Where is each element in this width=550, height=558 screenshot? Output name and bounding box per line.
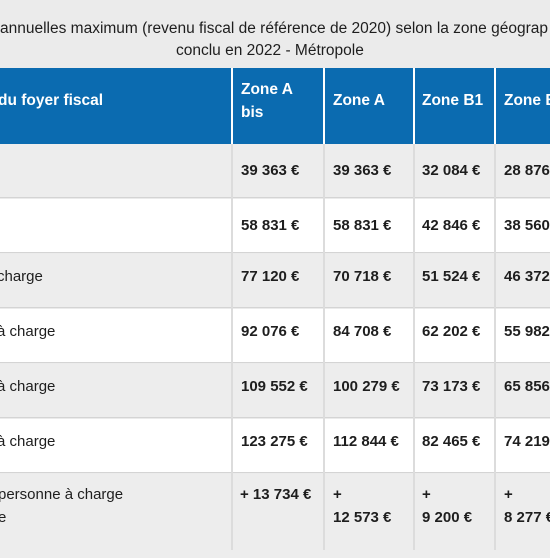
- table-row: 58 831 € 58 831 € 42 846 € 38 560: [0, 199, 550, 253]
- table-row: à charge 123 275 € 112 844 € 82 465 € 74…: [0, 419, 550, 473]
- table-header-row: du foyer fiscal Zone A bis Zone A Zone B…: [0, 68, 550, 144]
- cell-zone-a-bis: 77 120 €: [241, 268, 300, 285]
- cell-zone-a-bis: 39 363 €: [241, 162, 300, 179]
- cell-zone-b1: 73 173 €: [422, 378, 481, 395]
- table-row: charge 77 120 € 70 718 € 51 524 € 46 372: [0, 254, 550, 308]
- table-row: 39 363 € 39 363 € 32 084 € 28 876: [0, 144, 550, 198]
- table-row: à charge 92 076 € 84 708 € 62 202 € 55 9…: [0, 309, 550, 363]
- header-zone-b2: Zone B: [496, 68, 550, 144]
- column-divider: [413, 144, 415, 550]
- header-divider: [494, 68, 496, 144]
- cell-zone-b2: 74 219: [504, 433, 550, 450]
- cell-zone-a: 39 363 €: [333, 162, 392, 179]
- row-label: à charge: [0, 378, 56, 395]
- table-caption: annuelles maximum (revenu fiscal de réfé…: [0, 0, 550, 68]
- cell-zone-a-line2: 12 573 €: [333, 509, 392, 526]
- header-zone-a-bis: Zone A bis: [233, 68, 323, 144]
- cell-zone-a: 100 279 €: [333, 378, 400, 395]
- cell-zone-b2: 65 856: [504, 378, 550, 395]
- header-zone-a-bis-line2: bis: [241, 104, 264, 121]
- column-divider: [231, 144, 233, 550]
- header-foyer-fiscal-label: du foyer fiscal: [0, 92, 104, 109]
- cell-zone-b2: 28 876: [504, 162, 550, 179]
- cell-zone-b1: 62 202 €: [422, 323, 481, 340]
- cell-zone-b2: 55 982: [504, 323, 550, 340]
- header-zone-b1: Zone B1: [415, 68, 494, 144]
- cell-zone-b2-line2: 8 277 €: [504, 509, 550, 526]
- table-row: à charge 109 552 € 100 279 € 73 173 € 65…: [0, 364, 550, 418]
- row-label: à charge: [0, 323, 56, 340]
- cell-zone-a: 112 844 €: [333, 433, 399, 450]
- cell-zone-b1: 32 084 €: [422, 162, 481, 179]
- cell-zone-b1: 51 524 €: [422, 268, 481, 285]
- header-zone-b2-label: Zone B: [504, 92, 550, 109]
- header-divider: [231, 68, 233, 144]
- caption-line-1: annuelles maximum (revenu fiscal de réfé…: [0, 20, 548, 37]
- cell-zone-a: 70 718 €: [333, 268, 392, 285]
- row-label: charge: [0, 268, 43, 285]
- table-row: personne à charge e + 13 734 € + 12 573 …: [0, 474, 550, 558]
- cell-zone-a-bis: 92 076 €: [241, 323, 300, 340]
- header-divider: [323, 68, 325, 144]
- header-zone-a: Zone A: [325, 68, 413, 144]
- cell-zone-a: 58 831 €: [333, 217, 392, 234]
- header-zone-a-bis-line1: Zone A: [241, 81, 293, 98]
- row-label: à charge: [0, 433, 56, 450]
- cell-zone-b2-line1: +: [504, 486, 513, 503]
- row-label-line2: e: [0, 509, 7, 526]
- cell-zone-b2: 38 560: [504, 217, 550, 234]
- column-divider: [494, 144, 496, 550]
- cell-zone-b2: 46 372: [504, 268, 550, 285]
- cell-zone-a-bis: 123 275 €: [241, 433, 308, 450]
- cell-zone-a-line1: +: [333, 486, 342, 503]
- header-divider: [413, 68, 415, 144]
- caption-line-2: conclu en 2022 - Métropole: [176, 42, 364, 59]
- cell-zone-a-bis: 109 552 €: [241, 378, 308, 395]
- cell-zone-b1: 42 846 €: [422, 217, 481, 234]
- cell-zone-a-bis: + 13 734 €: [240, 486, 312, 503]
- cell-zone-a-bis: 58 831 €: [241, 217, 300, 234]
- header-zone-b1-label: Zone B1: [422, 92, 484, 109]
- cell-zone-b1: 82 465 €: [422, 433, 481, 450]
- cell-zone-b1-line1: +: [422, 486, 431, 503]
- cell-zone-a: 84 708 €: [333, 323, 392, 340]
- header-foyer-fiscal: du foyer fiscal: [0, 68, 231, 144]
- cell-zone-b1-line2: 9 200 €: [422, 509, 473, 526]
- row-label-line1: personne à charge: [0, 486, 124, 503]
- column-divider: [323, 144, 325, 550]
- header-zone-a-label: Zone A: [333, 92, 385, 109]
